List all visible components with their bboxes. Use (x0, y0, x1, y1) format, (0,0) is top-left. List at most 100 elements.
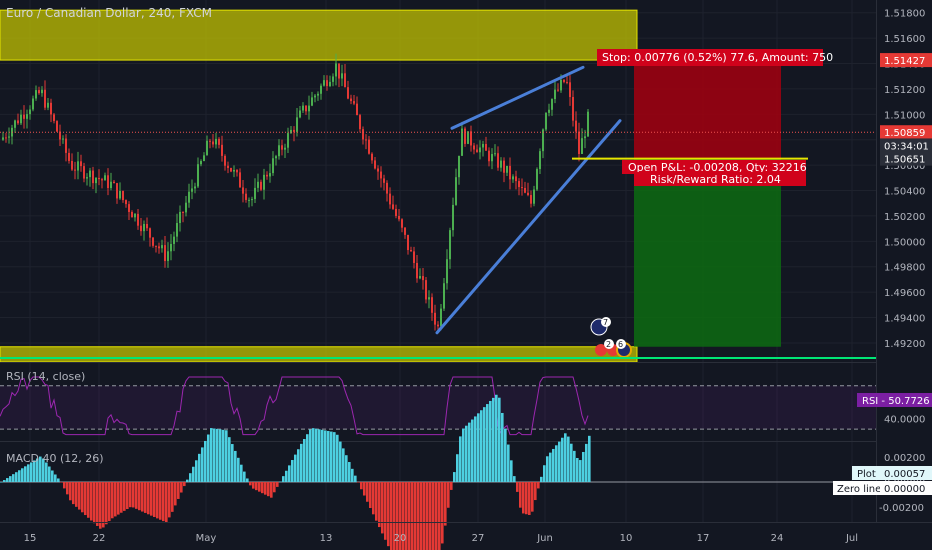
candle-body (365, 139, 367, 141)
macd-bar (249, 482, 252, 486)
candle-body (110, 181, 112, 189)
candle-body (158, 246, 160, 249)
macd-bar (534, 482, 537, 501)
macd-bar (57, 478, 60, 482)
price-axis-tick: 1.50000 (884, 237, 925, 248)
macd-bar (327, 430, 330, 482)
macd-bar (582, 451, 585, 482)
candle-body (518, 181, 520, 188)
candle-body (191, 188, 193, 192)
macd-bar (102, 482, 105, 528)
pnl-label: Open P&L: -0.00208, Qty: 32216 (628, 161, 807, 174)
macd-bar (75, 482, 78, 507)
candle-body (182, 211, 184, 213)
candle-body (122, 190, 124, 201)
macd-plot-value-bg (880, 466, 932, 480)
event-marker-count (604, 339, 614, 349)
price-axis-tick: 1.50600 (884, 161, 925, 172)
macd-bar (507, 444, 510, 482)
macd-bar (219, 429, 222, 482)
candle-body (491, 154, 493, 162)
macd-bar (276, 482, 279, 487)
candle-body (263, 174, 265, 190)
macd-bar (351, 468, 354, 482)
candle-body (389, 193, 391, 205)
macd-bar (117, 482, 120, 515)
candle-body (425, 280, 427, 300)
candle-body (557, 89, 559, 91)
stop-loss-zone (634, 60, 781, 159)
candle-body (266, 174, 268, 177)
macd-bar (210, 428, 213, 482)
macd-axis-tick: 0.00200 (884, 453, 925, 464)
macd-bar (60, 482, 63, 483)
time-axis-tick: May (196, 533, 217, 544)
price-label-bg (880, 138, 932, 153)
candle-body (230, 167, 232, 172)
candle-body (146, 223, 148, 229)
candle-body (65, 138, 67, 153)
macd-bar (168, 482, 171, 518)
candle-body (260, 181, 262, 190)
candle-body (167, 251, 169, 262)
macd-zero-label: Zero line (837, 484, 881, 495)
macd-bar (390, 482, 393, 550)
macd-plot-label: Plot (857, 469, 876, 480)
candle-body (503, 160, 505, 173)
candle-body (356, 103, 358, 116)
macd-bar (228, 437, 231, 482)
macd-bar (375, 482, 378, 521)
price-axis-tick: 1.49600 (884, 288, 925, 299)
rsi-band (0, 385, 876, 430)
pnl-label-bg (622, 160, 806, 174)
candle-body (161, 245, 163, 249)
candle-body (35, 90, 37, 99)
candle-body (137, 213, 139, 226)
candle-body (461, 128, 463, 156)
macd-bar (213, 428, 216, 482)
macd-bar (285, 470, 288, 482)
candle-body (398, 215, 400, 220)
candle-body (470, 131, 472, 146)
macd-bar (546, 456, 549, 482)
candle-body (272, 158, 274, 174)
macd-bar (498, 397, 501, 482)
candle-body (275, 156, 277, 159)
macd-bar (564, 433, 567, 482)
candle-body (530, 195, 532, 204)
candle-body (188, 191, 190, 203)
candle-body (74, 169, 76, 171)
candle-body (371, 153, 373, 161)
macd-bar (360, 482, 363, 490)
candle-body (86, 177, 88, 179)
time-axis-tick: 10 (620, 533, 633, 544)
candle-body (335, 63, 337, 77)
candle-body (347, 87, 349, 99)
candle-body (203, 155, 205, 162)
macd-bar (123, 482, 126, 511)
candle-body (185, 202, 187, 213)
candle-body (224, 155, 226, 166)
price-label-bg (880, 151, 932, 166)
candle-body (149, 228, 151, 238)
rsi-value-label: RSI - 50.7726 (862, 396, 930, 407)
time-axis-tick: 20 (394, 533, 407, 544)
take-profit-zone (634, 158, 781, 347)
candle-body (77, 161, 79, 171)
macd-bar (12, 474, 15, 482)
candle-body (197, 164, 199, 187)
candle-body (71, 160, 73, 170)
macd-bar (141, 482, 144, 512)
candle-body (395, 208, 397, 216)
macd-bar (246, 478, 249, 482)
candle-body (542, 129, 544, 152)
macd-bar (426, 482, 429, 550)
macd-bar (54, 474, 57, 482)
candle-body (92, 170, 94, 184)
macd-bar (126, 482, 129, 510)
candle-body (29, 109, 31, 115)
macd-bar (312, 428, 315, 482)
price-axis-tick: 1.49200 (884, 339, 925, 350)
macd-bar (222, 429, 225, 482)
